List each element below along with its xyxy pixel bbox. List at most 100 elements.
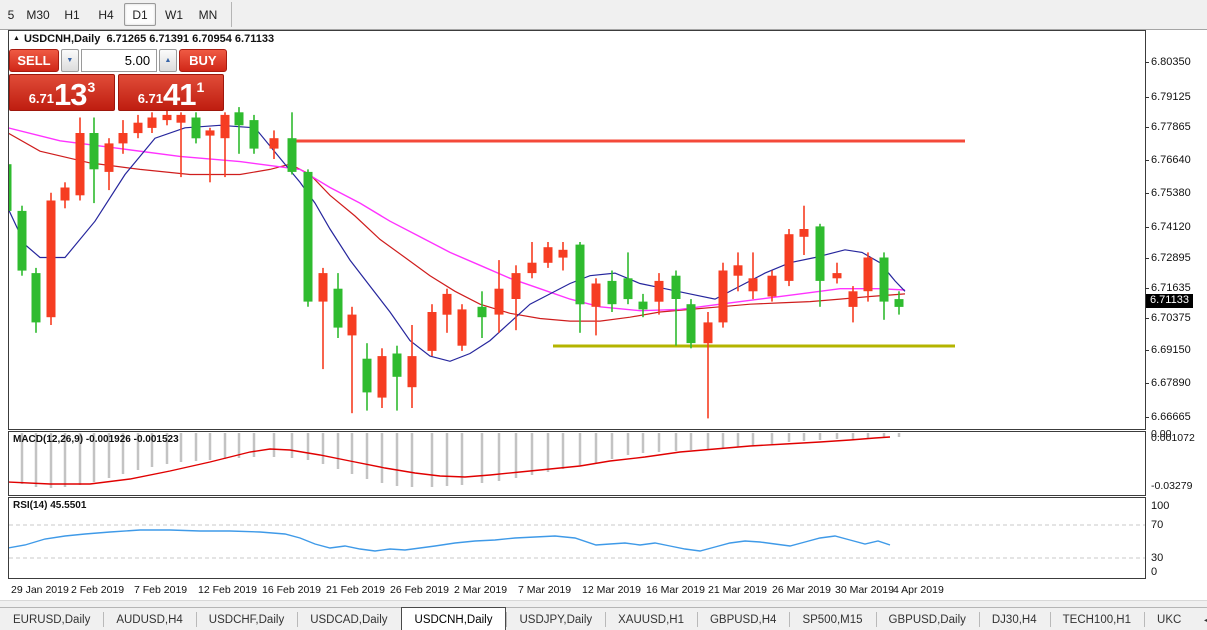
date-axis-label: 26 Feb 2019 — [390, 584, 449, 596]
tab-scroll-arrows: ◄► — [1194, 608, 1207, 630]
tab-scroll-left-icon[interactable]: ◄ — [1202, 614, 1207, 625]
macd-canvas — [9, 433, 901, 488]
volume-increase-button[interactable]: ▲ — [159, 49, 177, 72]
date-axis: 29 Jan 2019 2 Feb 2019 7 Feb 2019 12 Feb 20… — [8, 581, 1146, 600]
price-axis-label: 6.72895 — [1151, 252, 1191, 264]
date-axis-label: 7 Mar 2019 — [518, 584, 572, 596]
symbol-period-label: USDCNH,Daily — [23, 33, 101, 45]
timeframe-button-5[interactable]: 5 — [7, 7, 15, 22]
rsi-axis-label: 100 — [1151, 500, 1170, 512]
chart-tab-audusd[interactable]: AUDUSD,H4 — [103, 608, 195, 630]
buy-price-sup: 1 — [196, 79, 205, 95]
timeframe-button-h1[interactable]: H1 — [64, 7, 80, 22]
macd-label: MACD(12,26,9) -0.001926 -0.001523 — [13, 434, 179, 445]
price-axis-label: 6.70375 — [1151, 312, 1191, 324]
buy-price-big: 41 — [163, 76, 196, 112]
rsi-axis-label: 70 — [1151, 519, 1164, 531]
chart-tab-eurusd[interactable]: EURUSD,Daily — [13, 613, 91, 626]
candlestick-chart-canvas[interactable] — [9, 31, 1145, 429]
price-axis-label: 6.77865 — [1151, 121, 1191, 133]
macd-axis-label: 0.00 — [1151, 428, 1172, 440]
date-axis-label: 2 Feb 2019 — [71, 584, 125, 596]
date-axis-label: 2 Mar 2019 — [454, 584, 508, 596]
price-axis-tick — [1145, 383, 1149, 384]
macd-axis-label: -0.03279 — [1151, 480, 1193, 492]
chart-tab-usdjpy[interactable]: USDJPY,Daily — [506, 608, 605, 630]
horizontal-scrollbar[interactable] — [0, 600, 1207, 608]
price-axis-tick — [1145, 288, 1149, 289]
date-axis-label: 12 Mar 2019 — [582, 584, 641, 596]
buy-price-display[interactable]: 6.71 41 1 — [118, 74, 224, 111]
date-axis-label: 29 Jan 2019 — [11, 584, 69, 596]
volume-input[interactable]: 5.00 — [80, 49, 158, 72]
chart-tab-usdcnh[interactable]: USDCNH,Daily — [400, 607, 507, 630]
price-axis-tick — [1145, 97, 1149, 98]
buy-button[interactable]: BUY — [178, 49, 227, 72]
macd-axis-label: 0.001072 — [1151, 432, 1195, 444]
timeframe-button-w1[interactable]: W1 — [165, 7, 183, 22]
price-axis-tick — [1145, 127, 1149, 128]
ohlc-values: 6.71265 6.71391 6.70954 6.71133 — [106, 33, 275, 45]
timeframe-button-d1[interactable]: D1 — [124, 3, 156, 26]
macd-indicator-panel[interactable] — [8, 431, 1146, 496]
rsi-canvas — [9, 524, 1145, 559]
chart-tab-sp500[interactable]: SP500,M15 — [789, 608, 875, 630]
date-axis-label: 26 Mar 2019 — [772, 584, 831, 596]
rsi-axis-label: 30 — [1151, 552, 1164, 564]
price-axis-label: 6.69150 — [1151, 344, 1191, 356]
buy-price-small: 6.71 — [137, 91, 164, 106]
volume-decrease-button[interactable]: ▼ — [61, 49, 79, 72]
price-axis-label: 6.67890 — [1151, 377, 1191, 389]
price-axis-tick — [1145, 62, 1149, 63]
price-axis-label: 6.66665 — [1151, 411, 1191, 423]
sell-price-display[interactable]: 6.71 13 3 — [9, 74, 115, 111]
chart-tab-dj30[interactable]: DJ30,H4 — [978, 608, 1050, 630]
chart-tab-gbpusd[interactable]: GBPUSD,H4 — [696, 608, 789, 630]
chevron-down-icon: ▼ — [66, 57, 74, 64]
toolbar-separator — [231, 2, 232, 27]
price-axis-tick — [1145, 160, 1149, 161]
timeframe-toolbar: 5 M30 H1 H4 D1 W1 MN — [0, 0, 1207, 30]
price-axis-label: 6.79125 — [1151, 91, 1191, 103]
date-axis-label: 21 Mar 2019 — [708, 584, 767, 596]
chart-tab-bar: EURUSD,Daily AUDUSD,H4 USDCHF,Daily USDCAD,… — [0, 607, 1207, 630]
timeframe-button-h4[interactable]: H4 — [98, 7, 114, 22]
chart-tab-usdchf[interactable]: USDCHF,Daily — [195, 608, 297, 630]
date-axis-label: 21 Feb 2019 — [326, 584, 385, 596]
sell-price-sup: 3 — [87, 79, 96, 95]
date-axis-label: 30 Mar 2019 — [835, 584, 894, 596]
rsi-label: RSI(14) 45.5501 — [13, 500, 87, 511]
chart-tab-tech100[interactable]: TECH100,H1 — [1049, 608, 1144, 630]
price-axis-tick — [1145, 193, 1149, 194]
rsi-indicator-panel[interactable] — [8, 497, 1146, 579]
date-axis-label: 16 Mar 2019 — [646, 584, 705, 596]
collapse-triangle-icon[interactable]: ▲ — [13, 35, 20, 42]
timeframe-button-mn[interactable]: MN — [198, 7, 218, 22]
price-axis-label: 6.74120 — [1151, 221, 1191, 233]
chart-tab-gbpusd[interactable]: GBPUSD,Daily — [875, 608, 979, 630]
price-axis-tick — [1145, 417, 1149, 418]
sell-button[interactable]: SELL — [9, 49, 60, 72]
price-axis-label: 6.75380 — [1151, 187, 1191, 199]
date-axis-label: 7 Feb 2019 — [134, 584, 188, 596]
date-axis-label: 16 Feb 2019 — [262, 584, 321, 596]
price-axis-label: 6.76640 — [1151, 154, 1191, 166]
date-axis-label: 4 Apr 2019 — [893, 584, 944, 596]
price-axis-tick — [1145, 350, 1149, 351]
current-price-tag: 6.71133 — [1146, 294, 1193, 308]
sell-price-big: 13 — [54, 76, 87, 112]
price-axis-label: 6.80350 — [1151, 56, 1191, 68]
price-axis-label: 6.71635 — [1151, 282, 1191, 294]
date-axis-label: 12 Feb 2019 — [198, 584, 257, 596]
rsi-axis-label: 0 — [1151, 566, 1158, 578]
sell-price-small: 6.71 — [28, 91, 55, 106]
timeframe-button-m30[interactable]: M30 — [26, 7, 50, 22]
price-axis-tick — [1145, 227, 1149, 228]
chart-tab-ukc[interactable]: UKC — [1144, 608, 1194, 630]
price-axis-tick — [1145, 318, 1149, 319]
chart-tab-xauusd[interactable]: XAUUSD,H1 — [605, 608, 697, 630]
chart-tab-usdcad[interactable]: USDCAD,Daily — [297, 608, 400, 630]
chevron-up-icon: ▲ — [164, 57, 172, 64]
price-axis-tick — [1145, 258, 1149, 259]
